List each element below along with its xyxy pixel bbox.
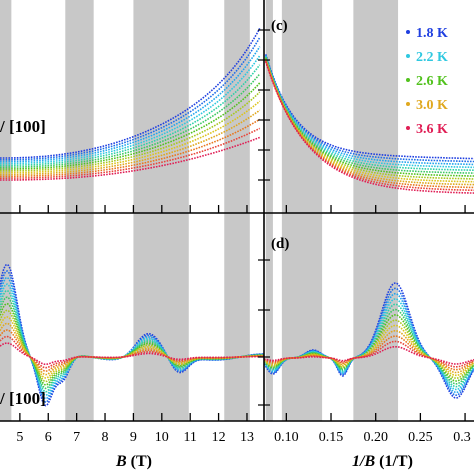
legend-marker-0	[406, 30, 410, 34]
c-series-0	[265, 54, 474, 160]
top-left-band-0	[0, 0, 12, 213]
bottom-left-series-9	[0, 322, 264, 376]
top-left-band-2	[133, 0, 189, 213]
frames	[0, 0, 474, 422]
tick-label-left-3: 8	[102, 430, 109, 445]
top-left-series-1	[0, 37, 261, 161]
legend: 1.8 K 2.2 K 2.6 K 3.0 K 3.6 K	[406, 26, 448, 137]
top-left-series-10	[0, 118, 261, 178]
top-left-series-11	[0, 127, 261, 179]
legend-label-3: 3.0 K	[416, 98, 448, 113]
legend-label-1: 2.2 K	[416, 50, 448, 65]
tick-label-left-7: 12	[212, 430, 226, 445]
c-series-2	[265, 55, 474, 166]
tick-label-right-1: 0.15	[319, 430, 344, 445]
legend-label-2: 2.6 K	[416, 74, 448, 89]
x-axis-title-left: B (T)	[115, 453, 152, 470]
curves-top-left	[0, 28, 261, 181]
tick-label-left-6: 11	[183, 430, 196, 445]
x-axis-title-right-var: 1/B	[352, 453, 375, 470]
legend-marker-3	[406, 102, 410, 106]
x-axis-title-right-unit: (1/T)	[375, 453, 413, 470]
panel-label-c: (c)	[271, 18, 288, 34]
c-series-5	[265, 57, 474, 174]
ticks	[19, 29, 466, 421]
c-band-2	[353, 0, 399, 213]
legend-label-4: 3.6 K	[416, 122, 448, 137]
bottom-left-series-11	[0, 335, 264, 369]
tick-label-left-4: 9	[130, 430, 137, 445]
top-left-band-3	[224, 0, 250, 213]
d-band-1	[281, 213, 323, 421]
c-band-0	[265, 0, 273, 213]
panel-label-d: (d)	[271, 236, 289, 252]
tick-label-left-0: 5	[16, 430, 23, 445]
bottom-left-band-3	[224, 213, 250, 421]
top-left-series-0	[0, 28, 261, 159]
tick-label-left-8: 13	[240, 430, 254, 445]
top-left-series-6	[0, 82, 261, 170]
curves-d	[264, 282, 474, 399]
shaded-bands-bottom-left	[0, 213, 250, 421]
c-series-4	[265, 56, 474, 171]
bottom-left-series-12	[0, 342, 264, 366]
tick-label-right-0: 0.10	[274, 430, 299, 445]
side-label-bottom: / [100]	[0, 389, 46, 408]
tick-label-left-5: 10	[155, 430, 169, 445]
tick-labels: 5 6 7 8 9 10 11 12 13 0.10 0.15 0.20 0.25 0.3	[16, 430, 470, 445]
panel-top-left	[0, 0, 261, 213]
bottom-left-band-0	[0, 213, 12, 421]
bottom-left-band-2	[133, 213, 189, 421]
curves-c	[265, 54, 474, 194]
side-label-top: / [100]	[0, 117, 46, 136]
bottom-left-series-6	[0, 302, 264, 386]
top-left-band-1	[65, 0, 94, 213]
d-band-0	[265, 213, 273, 421]
shaded-bands-d	[265, 213, 399, 421]
top-left-series-4	[0, 64, 261, 167]
d-band-2	[353, 213, 399, 421]
top-left-series-12	[0, 136, 260, 181]
legend-marker-2	[406, 78, 410, 82]
x-axis-title-left-var: B	[115, 453, 127, 470]
tick-label-right-4: 0.3	[453, 430, 471, 445]
top-left-series-7	[0, 91, 261, 172]
shaded-bands-top-left	[0, 0, 250, 213]
top-left-series-9	[0, 109, 261, 176]
x-axis-title-right: 1/B (1/T)	[352, 453, 413, 470]
tick-label-left-2: 7	[73, 430, 80, 445]
bottom-left-series-10	[0, 329, 264, 373]
legend-marker-1	[406, 54, 410, 58]
tick-label-left-1: 6	[45, 430, 52, 445]
panel-bottom-left	[0, 213, 264, 421]
d-series-9	[264, 329, 474, 374]
legend-marker-4	[406, 126, 410, 130]
top-left-series-5	[0, 73, 261, 168]
curves-bottom-left	[0, 263, 264, 407]
c-series-12	[265, 61, 474, 194]
x-axis-title-left-unit: (T)	[127, 453, 152, 470]
legend-label-0: 1.8 K	[416, 26, 448, 41]
panel-d	[264, 213, 474, 421]
top-left-series-8	[0, 100, 261, 174]
c-series-1	[265, 54, 474, 163]
tick-label-right-2: 0.20	[363, 430, 388, 445]
tick-label-right-3: 0.25	[408, 430, 433, 445]
c-band-1	[281, 0, 323, 213]
d-series-10	[264, 335, 474, 371]
d-series-12	[264, 345, 474, 365]
top-left-series-3	[0, 55, 261, 165]
bottom-left-band-1	[65, 213, 94, 421]
panel-c	[265, 0, 474, 213]
top-left-series-2	[0, 46, 261, 163]
